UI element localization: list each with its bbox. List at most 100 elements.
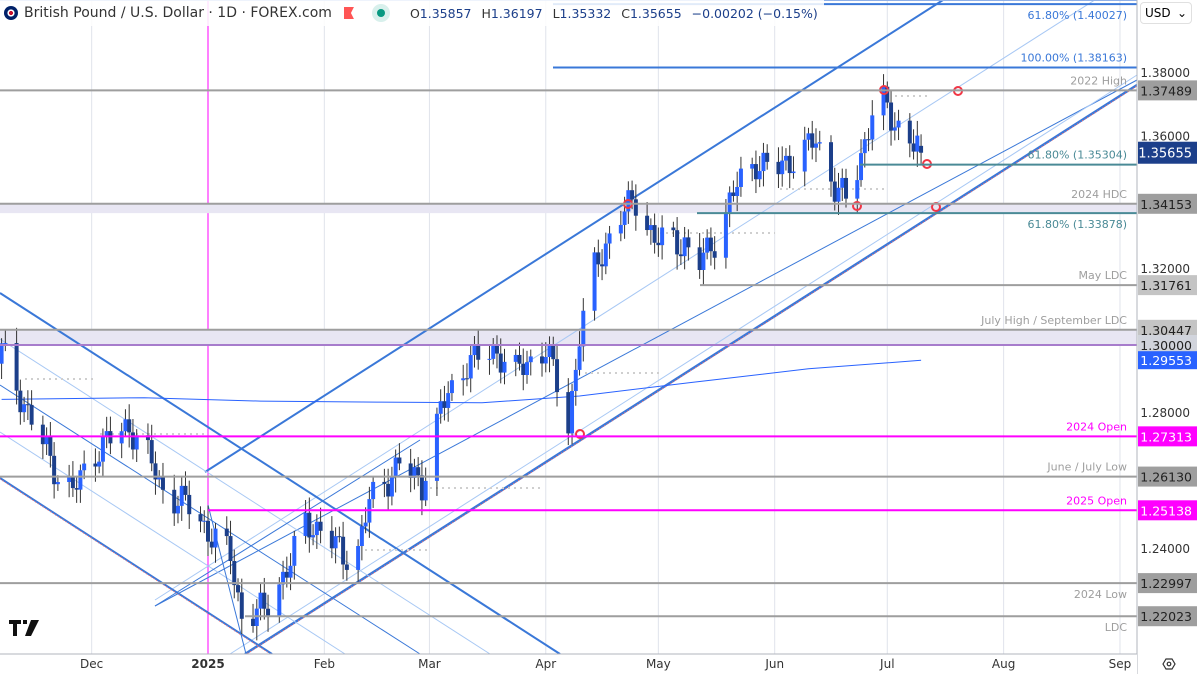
candle-body[interactable] bbox=[307, 512, 312, 538]
candle-body[interactable] bbox=[187, 494, 192, 515]
candle-body[interactable] bbox=[828, 142, 833, 182]
candle-body[interactable] bbox=[363, 522, 368, 527]
candle-body[interactable] bbox=[318, 521, 323, 531]
candle-body[interactable] bbox=[660, 227, 665, 246]
candle-body[interactable] bbox=[573, 369, 578, 391]
tradingview-logo[interactable] bbox=[9, 620, 43, 641]
candle-body[interactable] bbox=[393, 457, 398, 478]
ascending-channel-quarter-lower[interactable] bbox=[229, 74, 1138, 655]
candle-body[interactable] bbox=[134, 435, 139, 450]
candle-body[interactable] bbox=[521, 363, 526, 375]
ascending-channel-lower[interactable] bbox=[244, 83, 1138, 656]
candlesticks[interactable] bbox=[0, 74, 924, 641]
candle-body[interactable] bbox=[607, 233, 612, 244]
candle-body[interactable] bbox=[656, 242, 661, 246]
candle-body[interactable] bbox=[581, 310, 586, 347]
candle-body[interactable] bbox=[780, 160, 785, 175]
candle-body[interactable] bbox=[787, 155, 792, 174]
candle-body[interactable] bbox=[311, 535, 316, 538]
candle-body[interactable] bbox=[344, 564, 349, 570]
candle-body[interactable] bbox=[840, 177, 845, 188]
candle-body[interactable] bbox=[697, 247, 702, 270]
candle-body[interactable] bbox=[100, 436, 105, 462]
candle-body[interactable] bbox=[67, 476, 72, 483]
candle-body[interactable] bbox=[172, 489, 177, 514]
candle-body[interactable] bbox=[434, 413, 439, 481]
candle-body[interactable] bbox=[502, 361, 507, 373]
candle-body[interactable] bbox=[449, 380, 454, 394]
candle-body[interactable] bbox=[600, 264, 605, 267]
candle-body[interactable] bbox=[705, 237, 710, 253]
candle-body[interactable] bbox=[491, 345, 496, 359]
candle-body[interactable] bbox=[412, 467, 417, 478]
candle-body[interactable] bbox=[885, 86, 890, 103]
candle-body[interactable] bbox=[753, 164, 758, 180]
ascending-channel-quarter-upper[interactable] bbox=[154, 0, 1137, 601]
candle-body[interactable] bbox=[566, 392, 571, 434]
candle-body[interactable] bbox=[844, 177, 849, 199]
ascending-channel-upper[interactable] bbox=[204, 0, 944, 473]
candle-body[interactable] bbox=[547, 345, 552, 358]
candle-body[interactable] bbox=[776, 161, 781, 175]
candle-body[interactable] bbox=[29, 404, 34, 425]
candle-body[interactable] bbox=[802, 139, 807, 172]
candle-body[interactable] bbox=[386, 483, 391, 497]
candle-body[interactable] bbox=[341, 536, 346, 565]
candle-body[interactable] bbox=[123, 419, 128, 432]
candle-body[interactable] bbox=[498, 353, 503, 373]
candle-body[interactable] bbox=[783, 155, 788, 161]
candle-body[interactable] bbox=[18, 390, 23, 413]
candle-body[interactable] bbox=[645, 215, 650, 231]
candle-body[interactable] bbox=[464, 378, 469, 380]
candle-body[interactable] bbox=[652, 225, 657, 243]
candle-body[interactable] bbox=[855, 180, 860, 199]
candle-body[interactable] bbox=[791, 171, 796, 174]
candle-body[interactable] bbox=[806, 133, 811, 140]
candle-body[interactable] bbox=[408, 463, 413, 478]
candle-body[interactable] bbox=[678, 254, 683, 257]
candle-body[interactable] bbox=[130, 432, 135, 450]
candle-body[interactable] bbox=[397, 457, 402, 464]
candle-body[interactable] bbox=[476, 344, 481, 360]
candle-body[interactable] bbox=[761, 152, 766, 172]
candle-body[interactable] bbox=[157, 476, 162, 480]
candle-body[interactable] bbox=[555, 359, 560, 393]
candle-body[interactable] bbox=[145, 435, 150, 441]
candle-body[interactable] bbox=[97, 461, 102, 467]
candle-body[interactable] bbox=[206, 520, 210, 542]
candle-body[interactable] bbox=[630, 190, 635, 200]
candle-body[interactable] bbox=[254, 608, 259, 626]
candle-body[interactable] bbox=[236, 585, 241, 593]
candle-body[interactable] bbox=[284, 571, 289, 578]
candle-body[interactable] bbox=[423, 480, 428, 501]
market-closed-flag-icon[interactable] bbox=[343, 7, 354, 19]
candle-body[interactable] bbox=[232, 561, 237, 586]
candle-body[interactable] bbox=[723, 212, 728, 258]
candle-body[interactable] bbox=[228, 536, 233, 562]
candle-body[interactable] bbox=[55, 482, 60, 485]
candle-body[interactable] bbox=[765, 152, 770, 162]
candle-body[interactable] bbox=[48, 436, 53, 456]
candle-body[interactable] bbox=[896, 120, 901, 128]
candle-body[interactable] bbox=[712, 251, 717, 258]
candle-body[interactable] bbox=[329, 530, 334, 549]
candle-body[interactable] bbox=[198, 514, 203, 522]
candle-body[interactable] bbox=[74, 488, 79, 490]
candle-body[interactable] bbox=[494, 345, 499, 354]
descending-channel-upper[interactable] bbox=[0, 292, 561, 655]
candle-body[interactable] bbox=[836, 187, 841, 202]
candle-body[interactable] bbox=[817, 142, 822, 144]
candle-body[interactable] bbox=[258, 592, 263, 609]
candle-body[interactable] bbox=[540, 356, 545, 364]
candle-body[interactable] bbox=[262, 592, 267, 609]
candle-body[interactable] bbox=[832, 181, 837, 202]
candle-body[interactable] bbox=[618, 224, 623, 234]
candle-body[interactable] bbox=[333, 536, 338, 549]
moving-average-200[interactable] bbox=[1, 359, 922, 404]
time-axis[interactable] bbox=[0, 654, 1137, 674]
candle-body[interactable] bbox=[359, 526, 364, 547]
candle-body[interactable] bbox=[104, 431, 109, 437]
market-status-icon[interactable] bbox=[371, 4, 390, 22]
candle-body[interactable] bbox=[416, 467, 421, 476]
candle-body[interactable] bbox=[859, 153, 864, 181]
